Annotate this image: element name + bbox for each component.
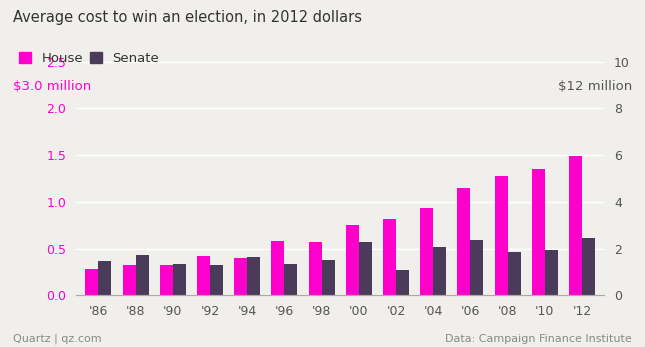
Bar xyxy=(160,264,173,295)
Bar xyxy=(234,258,247,295)
Bar xyxy=(582,238,595,295)
Text: $3.0 million: $3.0 million xyxy=(13,80,91,93)
Bar xyxy=(322,260,335,295)
Bar xyxy=(545,250,558,295)
Bar xyxy=(433,247,446,295)
Bar xyxy=(396,270,409,295)
Bar xyxy=(383,219,396,295)
Bar xyxy=(85,269,99,295)
Bar xyxy=(346,225,359,295)
Bar xyxy=(495,176,508,295)
Bar xyxy=(173,264,186,295)
Bar xyxy=(247,257,261,295)
Bar xyxy=(210,265,223,295)
Bar xyxy=(284,264,297,295)
Bar xyxy=(470,240,484,295)
Bar xyxy=(569,156,582,295)
Bar xyxy=(123,265,135,295)
Bar xyxy=(508,252,521,295)
Bar xyxy=(272,241,284,295)
Bar xyxy=(532,169,545,295)
Text: $12 million: $12 million xyxy=(558,80,632,93)
Bar xyxy=(421,209,433,295)
Bar xyxy=(135,255,149,295)
Bar xyxy=(197,256,210,295)
Bar xyxy=(99,261,112,295)
Bar xyxy=(309,242,322,295)
Bar xyxy=(359,242,372,295)
Text: Average cost to win an election, in 2012 dollars: Average cost to win an election, in 2012… xyxy=(13,10,362,25)
Legend: House, Senate: House, Senate xyxy=(19,52,159,65)
Bar xyxy=(457,188,470,295)
Text: Quartz | qz.com: Quartz | qz.com xyxy=(13,333,101,344)
Text: Data: Campaign Finance Institute: Data: Campaign Finance Institute xyxy=(445,333,632,344)
